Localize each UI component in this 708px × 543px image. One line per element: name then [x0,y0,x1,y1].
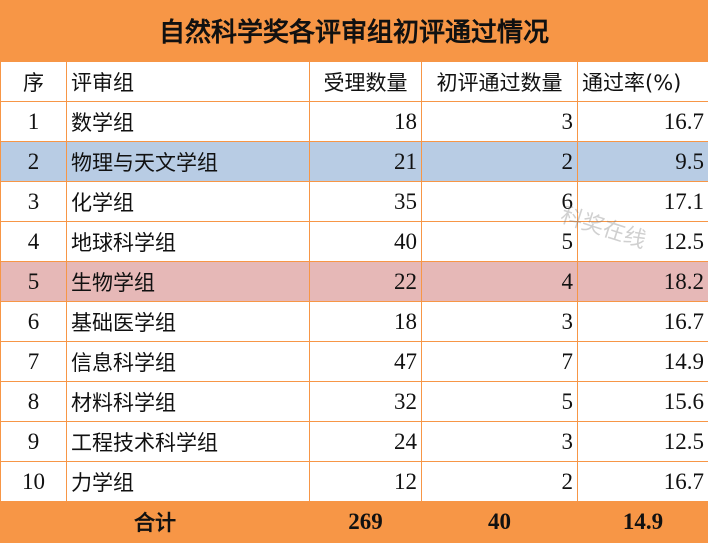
row-group: 物理与天文学组 [67,142,310,182]
row-passed: 3 [422,302,578,342]
row-rate: 12.5 [578,222,708,262]
row-passed: 5 [422,382,578,422]
header-rate: 通过率(%) [578,62,708,102]
row-accepted: 40 [310,222,422,262]
row-passed: 4 [422,262,578,302]
total-passed: 40 [422,502,578,543]
row-rate: 15.6 [578,382,708,422]
row-no: 3 [1,182,67,222]
row-no: 7 [1,342,67,382]
row-group: 化学组 [67,182,310,222]
row-no: 10 [1,462,67,502]
row-accepted: 18 [310,102,422,142]
header-row: 序 评审组 受理数量 初评通过数量 通过率(%) [1,62,708,102]
row-passed: 2 [422,462,578,502]
row-passed: 7 [422,342,578,382]
row-rate: 16.7 [578,302,708,342]
row-passed: 2 [422,142,578,182]
row-passed: 6 [422,182,578,222]
row-accepted: 24 [310,422,422,462]
row-no: 1 [1,102,67,142]
row-group: 工程技术科学组 [67,422,310,462]
row-accepted: 18 [310,302,422,342]
row-rate: 9.5 [578,142,708,182]
total-label: 合计 [1,502,310,543]
row-group: 信息科学组 [67,342,310,382]
row-passed: 5 [422,222,578,262]
row-no: 9 [1,422,67,462]
row-rate: 14.9 [578,342,708,382]
table-title: 自然科学奖各评审组初评通过情况 [0,0,708,61]
header-no: 序 [1,62,67,102]
row-rate: 16.7 [578,462,708,502]
row-accepted: 22 [310,262,422,302]
row-rate: 18.2 [578,262,708,302]
row-accepted: 21 [310,142,422,182]
header-passed: 初评通过数量 [422,62,578,102]
row-group: 地球科学组 [67,222,310,262]
row-no: 6 [1,302,67,342]
row-no: 4 [1,222,67,262]
row-group: 材料科学组 [67,382,310,422]
header-accepted: 受理数量 [310,62,422,102]
row-no: 5 [1,262,67,302]
row-rate: 12.5 [578,422,708,462]
header-group: 评审组 [67,62,310,102]
total-row: 合计 269 40 14.9 [1,502,708,543]
row-accepted: 12 [310,462,422,502]
row-group: 力学组 [67,462,310,502]
row-group: 基础医学组 [67,302,310,342]
row-rate: 17.1 [578,182,708,222]
row-no: 2 [1,142,67,182]
row-accepted: 47 [310,342,422,382]
row-passed: 3 [422,102,578,142]
row-passed: 3 [422,422,578,462]
row-no: 8 [1,382,67,422]
row-group: 数学组 [67,102,310,142]
row-accepted: 35 [310,182,422,222]
row-rate: 16.7 [578,102,708,142]
total-accepted: 269 [310,502,422,543]
total-rate: 14.9 [578,502,708,543]
row-group: 生物学组 [67,262,310,302]
row-accepted: 32 [310,382,422,422]
